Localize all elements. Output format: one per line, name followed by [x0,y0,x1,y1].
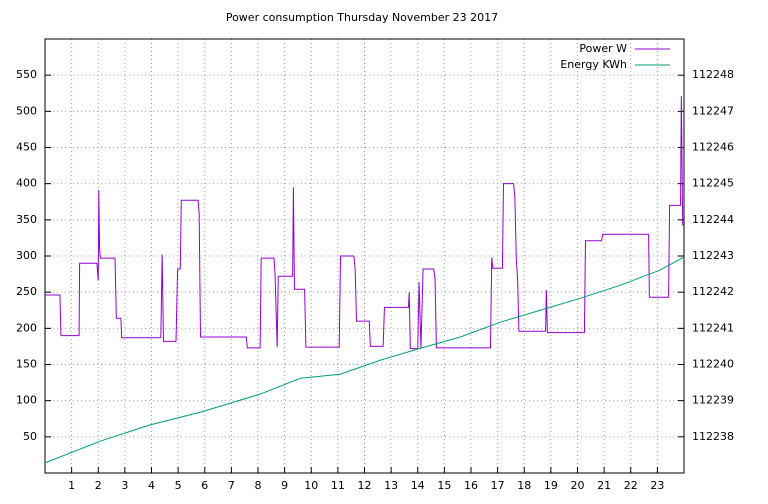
y-tick-label: 400 [16,177,37,190]
y2-tick-label: 112246 [692,141,734,154]
y2-tick-label: 112245 [692,177,734,190]
y-tick-label: 350 [16,213,37,226]
plot-frame [44,38,685,474]
y-tick-label: 50 [23,430,37,443]
x-tick-label: 12 [358,479,372,492]
y2-tick-label: 112240 [692,358,734,371]
y-tick-label: 100 [16,394,37,407]
x-tick-label: 23 [650,479,664,492]
y2-tick-label: 112241 [692,321,734,334]
y2-tick-label: 112239 [692,394,734,407]
y-tick-label: 300 [16,249,37,262]
x-tick-label: 10 [304,479,318,492]
y2-tick-label: 112238 [692,430,734,443]
y-tick-label: 150 [16,358,37,371]
y-tick-label: 450 [16,141,37,154]
x-tick-label: 11 [331,479,345,492]
x-tick-label: 18 [517,479,531,492]
x-tick-label: 4 [148,479,155,492]
y2-tick-label: 112244 [692,213,734,226]
x-tick-label: 17 [491,479,505,492]
y2-tick-label: 112248 [692,68,734,81]
x-tick-label: 6 [201,479,208,492]
chart-title: Power consumption Thursday November 23 2… [226,11,498,24]
legend-label: Power W [579,42,627,55]
x-tick-label: 19 [544,479,558,492]
y2-tick-label: 112243 [692,249,734,262]
y2-tick-label: 112242 [692,285,734,298]
legend-label: Energy KWh [560,58,627,71]
x-tick-label: 22 [624,479,638,492]
x-tick-label: 2 [95,479,102,492]
x-tick-label: 16 [464,479,478,492]
y-tick-label: 550 [16,68,37,81]
x-tick-label: 9 [281,479,288,492]
series-line [44,256,685,464]
x-tick-label: 21 [597,479,611,492]
x-tick-label: 7 [228,479,235,492]
x-tick-label: 14 [411,479,425,492]
x-tick-label: 3 [121,479,128,492]
x-tick-label: 15 [437,479,451,492]
y-tick-label: 200 [16,321,37,334]
y2-tick-label: 112247 [692,104,734,117]
x-tick-label: 8 [255,479,262,492]
x-tick-label: 1 [68,479,75,492]
series-line [45,96,684,350]
x-tick-label: 20 [571,479,585,492]
x-tick-label: 5 [175,479,182,492]
y-tick-label: 500 [16,104,37,117]
x-tick-label: 13 [384,479,398,492]
y-tick-label: 250 [16,285,37,298]
